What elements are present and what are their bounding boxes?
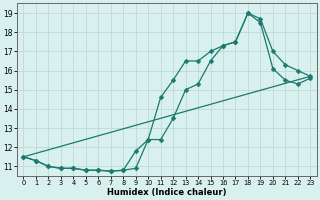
X-axis label: Humidex (Indice chaleur): Humidex (Indice chaleur) xyxy=(107,188,227,197)
